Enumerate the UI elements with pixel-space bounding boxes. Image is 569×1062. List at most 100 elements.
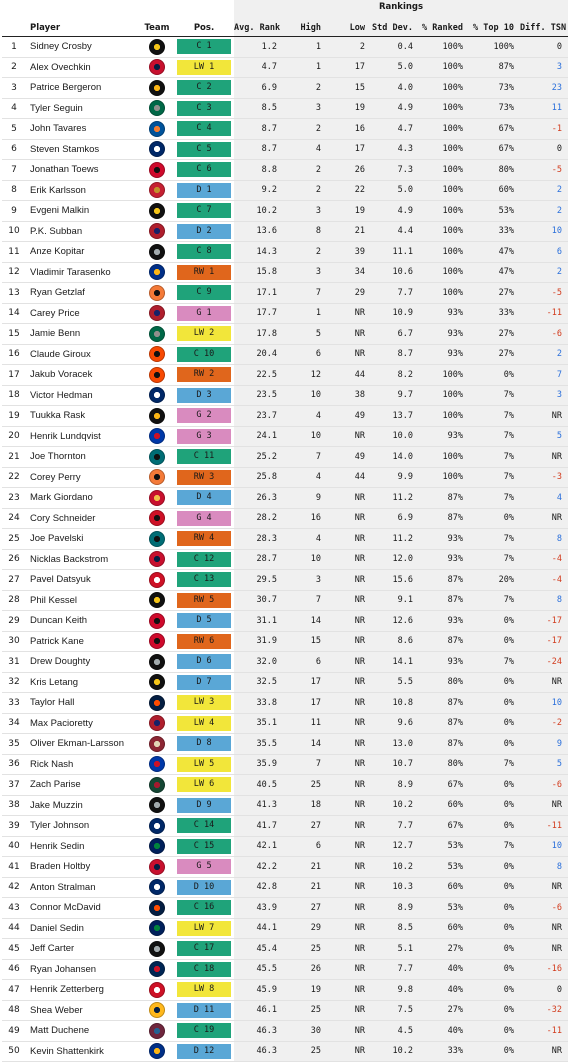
table-row[interactable]: 11 Anze Kopitar C 8 14.3 2 39 11.1 100% 47% 6 <box>2 241 569 263</box>
table-row[interactable]: 36 Rick Nash LW 5 35.9 7 NR 10.7 80% 7% 5 <box>2 754 569 775</box>
diff-tsn-value: 8 <box>520 590 569 611</box>
table-row[interactable]: 18 Victor Hedman D 3 23.5 10 38 9.7 100% 7% 3 <box>2 385 569 406</box>
table-row[interactable]: 44 Daniel Sedin LW 7 44.1 29 NR 8.5 60% 0% NR <box>2 918 569 939</box>
pct-top10-value: 0% <box>469 733 520 755</box>
col-team[interactable]: Team <box>140 14 174 37</box>
team-logo <box>140 446 174 468</box>
std-dev-value: 11.1 <box>371 241 419 263</box>
table-row[interactable]: 21 Joe Thornton C 11 25.2 7 49 14.0 100% 7% NR <box>2 446 569 468</box>
team-logo <box>140 57 174 78</box>
low-value: 29 <box>327 282 371 304</box>
team-logo <box>140 938 174 960</box>
col-avg-rank[interactable]: Avg. Rank <box>234 14 283 37</box>
row-rank-number: 46 <box>2 959 26 980</box>
table-row[interactable]: 7 Jonathan Toews C 6 8.8 2 26 7.3 100% 80% -5 <box>2 159 569 181</box>
col-pos[interactable]: Pos. <box>174 14 234 37</box>
table-row[interactable]: 30 Patrick Kane RW 6 31.9 15 NR 8.6 87% 0% -17 <box>2 631 569 652</box>
table-row[interactable]: 50 Kevin Shattenkirk D 12 46.3 25 NR 10.2 33% 0%… <box>2 1041 569 1062</box>
table-row[interactable]: 29 Duncan Keith D 5 31.1 14 NR 12.6 93% 0% -17 <box>2 610 569 632</box>
table-row[interactable]: 43 Connor McDavid C 16 43.9 27 NR 8.9 53% 0% -6 <box>2 897 569 919</box>
table-row[interactable]: 33 Taylor Hall LW 3 33.8 17 NR 10.8 87% 0% 10 <box>2 692 569 714</box>
high-value: 17 <box>283 692 327 714</box>
low-value: NR <box>327 508 371 529</box>
table-row[interactable]: 24 Cory Schneider G 4 28.2 16 NR 6.9 87% 0% NR <box>2 508 569 529</box>
player-name: P.K. Subban <box>26 221 140 242</box>
table-row[interactable]: 13 Ryan Getzlaf C 9 17.1 7 29 7.7 100% 27% -5 <box>2 282 569 304</box>
diff-tsn-value: NR <box>520 508 569 529</box>
row-rank-number: 10 <box>2 221 26 242</box>
table-row[interactable]: 2 Alex Ovechkin LW 1 4.7 1 17 5.0 100% 87% 3 <box>2 57 569 78</box>
player-name: Anze Kopitar <box>26 241 140 263</box>
table-row[interactable]: 10 P.K. Subban D 2 13.6 8 21 4.4 100% 33% 10 <box>2 221 569 242</box>
table-row[interactable]: 46 Ryan Johansen C 18 45.5 26 NR 7.7 40% 0% -16 <box>2 959 569 980</box>
col-diff-tsn[interactable]: Diff. TSN <box>520 14 569 37</box>
col-high[interactable]: High <box>283 14 327 37</box>
table-row[interactable]: 14 Carey Price G 1 17.7 1 NR 10.9 93% 33% -11 <box>2 303 569 324</box>
table-row[interactable]: 16 Claude Giroux C 10 20.4 6 NR 8.7 93% 27% 2 <box>2 344 569 365</box>
table-row[interactable]: 31 Drew Doughty D 6 32.0 6 NR 14.1 93% 7% -24 <box>2 651 569 673</box>
std-dev-value: 10.9 <box>371 303 419 324</box>
pct-ranked-value: 40% <box>419 959 469 980</box>
col-player[interactable]: Player <box>26 14 140 37</box>
table-row[interactable]: 37 Zach Parise LW 6 40.5 25 NR 8.9 67% 0% -6 <box>2 774 569 796</box>
table-row[interactable]: 40 Henrik Sedin C 15 42.1 6 NR 12.7 53% 7% 10 <box>2 836 569 857</box>
col-std-dev[interactable]: Std Dev. <box>371 14 419 37</box>
pct-ranked-value: 100% <box>419 98 469 119</box>
table-row[interactable]: 20 Henrik Lundqvist G 3 24.1 10 NR 10.0 93% 7% 5 <box>2 426 569 447</box>
table-row[interactable]: 5 John Tavares C 4 8.7 2 16 4.7 100% 67% -1 <box>2 118 569 140</box>
table-row[interactable]: 6 Steven Stamkos C 5 8.7 4 17 4.3 100% 67% 0 <box>2 139 569 160</box>
high-value: 10 <box>283 549 327 570</box>
col-pct-top10[interactable]: % Top 10 <box>469 14 520 37</box>
table-row[interactable]: 28 Phil Kessel RW 5 30.7 7 NR 9.1 87% 7% 8 <box>2 590 569 611</box>
player-name: Ryan Johansen <box>26 959 140 980</box>
position-badge: G 4 <box>174 508 234 529</box>
team-logo-icon <box>149 551 165 568</box>
low-value: NR <box>327 938 371 960</box>
table-row[interactable]: 42 Anton Stralman D 10 42.8 21 NR 10.3 60% 0% NR <box>2 877 569 898</box>
col-low[interactable]: Low <box>327 14 371 37</box>
table-row[interactable]: 45 Jeff Carter C 17 45.4 25 NR 5.1 27% 0% NR <box>2 938 569 960</box>
table-row[interactable]: 19 Tuukka Rask G 2 23.7 4 49 13.7 100% 7% NR <box>2 405 569 427</box>
pct-ranked-value: 100% <box>419 36 469 58</box>
table-row[interactable]: 8 Erik Karlsson D 1 9.2 2 22 5.0 100% 60% 2 <box>2 180 569 201</box>
table-row[interactable]: 34 Max Pacioretty LW 4 35.1 11 NR 9.6 87% 0% -2 <box>2 713 569 734</box>
table-row[interactable]: 25 Joe Pavelski RW 4 28.3 4 NR 11.2 93% 7% 8 <box>2 528 569 550</box>
pct-ranked-value: 60% <box>419 877 469 898</box>
table-row[interactable]: 3 Patrice Bergeron C 2 6.9 2 15 4.0 100% 73% 23 <box>2 77 569 99</box>
table-row[interactable]: 1 Sidney Crosby C 1 1.2 1 2 0.4 100% 100% 0 <box>2 36 569 58</box>
player-name: Mark Giordano <box>26 487 140 509</box>
table-row[interactable]: 38 Jake Muzzin D 9 41.3 18 NR 10.2 60% 0% NR <box>2 795 569 816</box>
avg-rank-value: 29.5 <box>234 569 283 591</box>
position-label: D 7 <box>177 674 231 690</box>
table-row[interactable]: 32 Kris Letang D 7 32.5 17 NR 5.5 80% 0% NR <box>2 672 569 693</box>
table-row[interactable]: 48 Shea Weber D 11 46.1 25 NR 7.5 27% 0% -32 <box>2 1000 569 1021</box>
table-row[interactable]: 41 Braden Holtby G 5 42.2 21 NR 10.2 53% 0% 8 <box>2 856 569 878</box>
row-rank-number: 28 <box>2 590 26 611</box>
table-row[interactable]: 39 Tyler Johnson C 14 41.7 27 NR 7.7 67% 0% -11 <box>2 815 569 837</box>
position-label: LW 5 <box>177 756 231 772</box>
team-logo <box>140 487 174 509</box>
table-row[interactable]: 35 Oliver Ekman-Larsson D 8 35.5 14 NR 13.0 87%… <box>2 733 569 755</box>
row-rank-number: 15 <box>2 323 26 345</box>
team-logo-icon <box>149 100 165 117</box>
table-row[interactable]: 15 Jamie Benn LW 2 17.8 5 NR 6.7 93% 27% -6 <box>2 323 569 345</box>
avg-rank-value: 4.7 <box>234 57 283 78</box>
team-logo-icon <box>149 735 165 752</box>
team-logo-icon <box>149 202 165 219</box>
table-row[interactable]: 22 Corey Perry RW 3 25.8 4 44 9.9 100% 7% -3 <box>2 467 569 488</box>
pct-top10-value: 0% <box>469 631 520 652</box>
table-row[interactable]: 12 Vladimir Tarasenko RW 1 15.8 3 34 10.6 100% 4… <box>2 262 569 283</box>
table-row[interactable]: 26 Nicklas Backstrom C 12 28.7 10 NR 12.0 93% 7%… <box>2 549 569 570</box>
table-row[interactable]: 47 Henrik Zetterberg LW 8 45.9 19 NR 9.8 40% 0% 0 <box>2 979 569 1001</box>
diff-tsn-value: 5 <box>520 426 569 447</box>
position-badge: C 17 <box>174 938 234 960</box>
table-row[interactable]: 9 Evgeni Malkin C 7 10.2 3 19 4.9 100% 53% 2 <box>2 200 569 222</box>
row-rank-number: 25 <box>2 528 26 550</box>
table-row[interactable]: 17 Jakub Voracek RW 2 22.5 12 44 8.2 100% 0% 7 <box>2 364 569 386</box>
table-row[interactable]: 27 Pavel Datsyuk C 13 29.5 3 NR 15.6 87% 20% -4 <box>2 569 569 591</box>
pct-ranked-value: 60% <box>419 918 469 939</box>
table-row[interactable]: 4 Tyler Seguin C 3 8.5 3 19 4.9 100% 73% 11 <box>2 98 569 119</box>
avg-rank-value: 31.9 <box>234 631 283 652</box>
table-row[interactable]: 23 Mark Giordano D 4 26.3 9 NR 11.2 87% 7% 4 <box>2 487 569 509</box>
col-pct-ranked[interactable]: % Ranked <box>419 14 469 37</box>
